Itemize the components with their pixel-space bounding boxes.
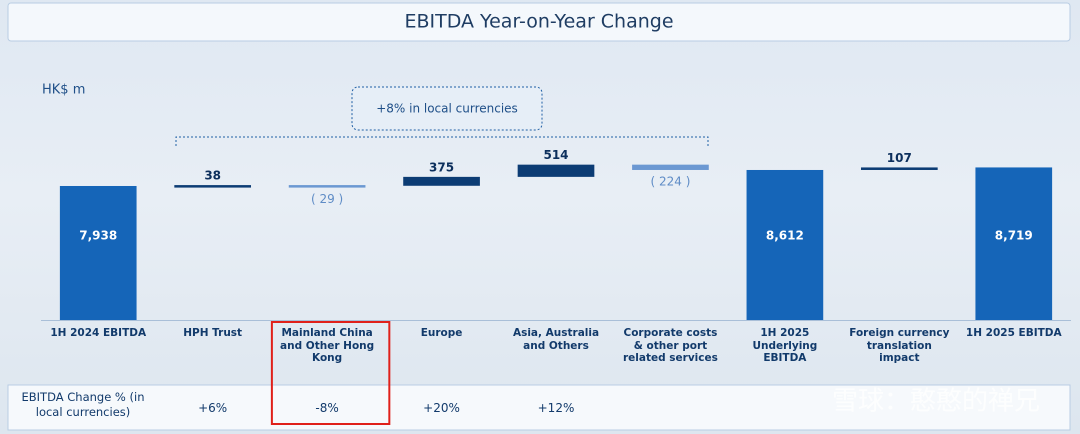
- change-value: +6%: [198, 401, 228, 415]
- x-tick-label: Corporate costs & other port related ser…: [622, 327, 718, 364]
- unit-label: HK$ m: [42, 83, 85, 98]
- change-value: -8%: [315, 401, 339, 415]
- bar: [59, 185, 137, 320]
- value-label: 107: [887, 151, 912, 165]
- x-tick-label: Foreign currency translation impact: [849, 327, 950, 364]
- change-row-label: EBITDA Change % (in local currencies): [21, 390, 145, 419]
- change-value: +12%: [537, 401, 575, 415]
- x-tick-label: 1H 2024 EBITDA: [50, 327, 147, 339]
- chart-title: EBITDA Year-on-Year Change: [404, 11, 673, 33]
- bar: [975, 167, 1053, 320]
- annotation: +8% in local currencies: [376, 102, 518, 116]
- bar: [632, 164, 709, 170]
- x-tick-label: 1H 2025 Underlying EBITDA: [752, 327, 818, 364]
- change-value: +20%: [423, 401, 460, 415]
- x-tick-label: 1H 2025 EBITDA: [965, 327, 1062, 339]
- bar: [174, 185, 252, 188]
- value-label: ( 224 ): [650, 174, 690, 188]
- x-tick-label: HPH Trust: [183, 327, 243, 339]
- value-label: ( 29 ): [311, 192, 343, 206]
- value-label: 38: [204, 169, 221, 183]
- bar: [517, 164, 595, 177]
- value-label: 8,612: [766, 229, 804, 243]
- value-label: 375: [429, 160, 454, 174]
- bar: [746, 169, 824, 320]
- bracket: [175, 136, 709, 146]
- watermark: 雪球：憨憨的禅兄: [832, 387, 1040, 417]
- title-box: [7, 2, 1071, 42]
- change-row-box: [7, 384, 1071, 431]
- x-tick-label: Europe: [420, 327, 463, 339]
- annotation-box: [351, 86, 543, 131]
- value-label: 7,938: [79, 229, 117, 243]
- bar: [860, 167, 938, 170]
- highlight-box: [270, 321, 391, 425]
- value-label: 514: [543, 148, 568, 162]
- bar: [288, 185, 366, 188]
- x-tick-label: Mainland China and Other Hong Kong: [280, 327, 375, 364]
- bar: [403, 176, 480, 186]
- value-label: 8,719: [995, 229, 1033, 243]
- x-tick-label: Asia, Australia and Others: [512, 327, 600, 352]
